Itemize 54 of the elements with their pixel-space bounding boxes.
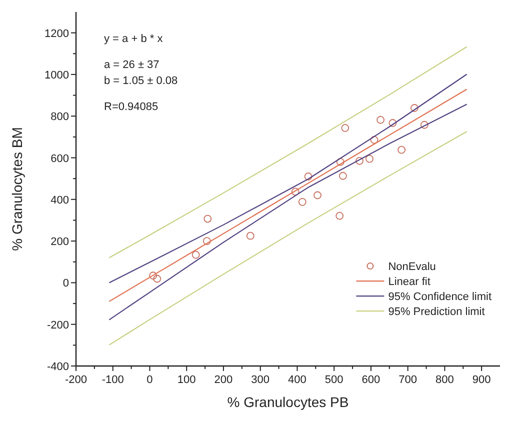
point	[388, 119, 397, 127]
point	[149, 272, 158, 280]
annotation: a = 26 ± 37	[104, 59, 160, 71]
point	[366, 154, 374, 163]
legend-label: Linear fit	[388, 276, 430, 288]
point	[338, 172, 347, 180]
x-tick-label: 600	[362, 374, 380, 386]
point	[398, 146, 406, 154]
y-tick-label: -400	[46, 361, 69, 373]
line-series	[108, 130, 468, 346]
point	[341, 124, 350, 132]
x-tick-label: -200	[64, 374, 88, 386]
point	[246, 232, 254, 240]
point	[420, 120, 428, 129]
point	[304, 172, 312, 180]
legend-label: NonEvalu	[388, 261, 436, 274]
point	[410, 104, 418, 112]
point	[356, 156, 364, 165]
point	[314, 191, 322, 200]
y-tick-label: 400	[50, 194, 69, 206]
y-axis-title: % Granulocytes BM	[9, 127, 25, 251]
point	[204, 214, 212, 223]
x-tick-label: 900	[472, 374, 491, 386]
x-tick-label: 200	[214, 374, 233, 386]
y-tick-label: -200	[46, 319, 69, 332]
x-tick-label: 500	[324, 374, 344, 386]
y-tick-label: 1000	[44, 69, 69, 82]
x-tick-label: 0	[146, 374, 153, 386]
x-tick-label: 700	[398, 374, 418, 386]
point	[153, 274, 162, 283]
point	[336, 158, 344, 166]
x-tick-label: 400	[288, 374, 306, 386]
legend-label: 95% Confidence limit	[388, 291, 492, 304]
y-tick-label: 800	[50, 111, 69, 124]
x-axis-title: % Granulocytes PB	[227, 394, 349, 410]
point	[192, 250, 200, 259]
point	[376, 116, 384, 124]
point	[336, 212, 344, 220]
annotation: R=0.94085	[104, 101, 158, 113]
y-tick-label: 200	[50, 236, 69, 248]
annotation: y = a + b * x	[104, 33, 164, 45]
x-tick-label: 800	[436, 374, 454, 386]
legend-label: 95% Prediction limit	[388, 306, 485, 318]
x-tick-label: 300	[251, 374, 270, 386]
point	[298, 198, 306, 206]
point	[202, 237, 211, 246]
x-tick-label: -100	[102, 374, 124, 386]
y-tick-label: 0	[62, 278, 69, 290]
annotation: b = 1.05 ± 0.08	[104, 75, 178, 87]
point	[291, 188, 300, 196]
y-tick-label: 1200	[44, 28, 69, 40]
y-tick-label: 600	[50, 152, 69, 165]
point	[370, 136, 378, 144]
x-tick-label: 100	[177, 374, 196, 386]
